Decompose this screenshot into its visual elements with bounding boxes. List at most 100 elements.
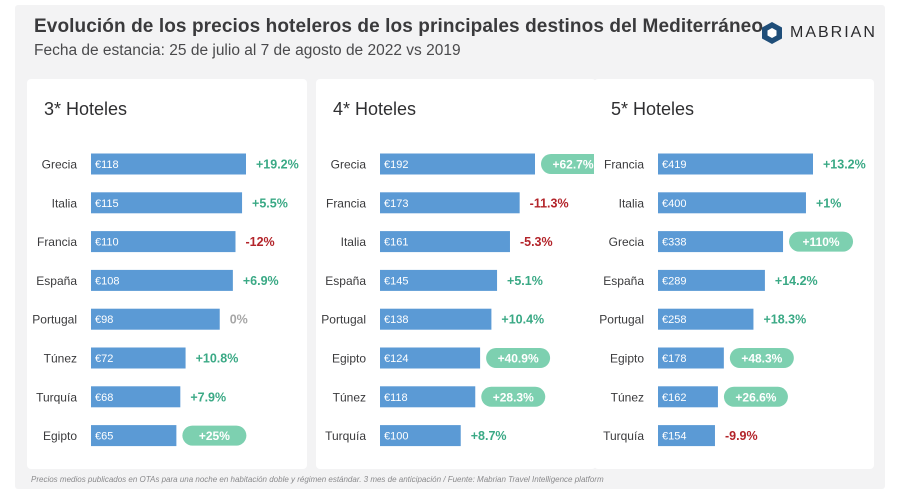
bar-portugal xyxy=(658,308,754,330)
value-label-grecia: €338 xyxy=(662,237,686,249)
change-pill-egipto xyxy=(486,348,551,368)
change-pill-egipto xyxy=(182,425,247,446)
bar-grecia xyxy=(380,153,535,175)
category-label-turquia: Turquía xyxy=(36,390,77,404)
panel-title-3-star: 3* Hoteles xyxy=(44,99,128,119)
value-label-espana: €289 xyxy=(662,275,686,287)
change-label-espana: +14.2% xyxy=(775,274,818,288)
panel-title-4-star: 4* Hoteles xyxy=(333,99,417,119)
value-label-tunez: €72 xyxy=(95,353,113,365)
bar-italia xyxy=(91,192,243,214)
change-label-egipto: +25% xyxy=(199,429,230,443)
change-label-francia: +13.2% xyxy=(823,158,866,172)
value-label-egipto: €178 xyxy=(662,353,686,365)
value-label-italia: €161 xyxy=(384,237,408,249)
change-label-francia: -12% xyxy=(245,235,274,249)
bar-tunez xyxy=(91,347,186,369)
change-label-grecia: +62.7% xyxy=(552,158,593,172)
bar-portugal xyxy=(91,308,220,330)
category-label-portugal: Portugal xyxy=(321,313,366,327)
change-label-portugal: 0% xyxy=(230,313,248,327)
bar-egipto xyxy=(91,425,177,447)
change-label-espana: +6.9% xyxy=(243,274,279,288)
bar-espana xyxy=(91,269,233,291)
change-label-egipto: +48.3% xyxy=(741,352,782,366)
value-label-portugal: €258 xyxy=(662,314,686,326)
change-pill-grecia xyxy=(541,154,596,174)
category-label-francia: Francia xyxy=(37,235,77,249)
category-label-egipto: Egipto xyxy=(43,429,77,443)
category-label-italia: Italia xyxy=(341,235,367,249)
change-label-portugal: +18.3% xyxy=(763,313,806,327)
bar-espana xyxy=(658,269,765,291)
category-label-espana: España xyxy=(325,274,366,288)
value-label-tunez: €162 xyxy=(662,392,686,404)
category-label-turquia: Turquía xyxy=(603,429,644,443)
value-label-egipto: €65 xyxy=(95,431,113,443)
bar-italia xyxy=(658,192,806,214)
value-label-turquia: €154 xyxy=(662,431,686,443)
value-label-espana: €145 xyxy=(384,275,408,287)
bar-tunez xyxy=(380,386,476,408)
value-label-turquia: €68 xyxy=(95,392,113,404)
change-label-turquia: -9.9% xyxy=(725,429,758,443)
value-label-grecia: €118 xyxy=(95,159,119,171)
category-label-grecia: Grecia xyxy=(609,235,645,249)
change-label-italia: +1% xyxy=(816,196,841,210)
bar-grecia xyxy=(658,231,784,253)
panel-3-star: 3* Hoteles Grecia €118 +19.2% Italia €115 +5.… xyxy=(27,79,307,469)
change-pill-tunez xyxy=(481,386,546,407)
value-label-espana: €108 xyxy=(95,275,119,287)
value-label-francia: €110 xyxy=(95,237,119,249)
change-label-portugal: +10.4% xyxy=(501,313,544,327)
bar-egipto xyxy=(380,347,481,369)
value-label-portugal: €138 xyxy=(384,314,408,326)
value-label-italia: €115 xyxy=(95,198,119,210)
change-pill-egipto xyxy=(729,348,794,368)
value-label-turquia: €100 xyxy=(384,431,408,443)
category-label-tunez: Túnez xyxy=(44,352,77,366)
value-label-italia: €400 xyxy=(662,198,686,210)
value-label-francia: €173 xyxy=(384,198,408,210)
bar-turquia xyxy=(380,425,461,447)
bar-egipto xyxy=(658,347,724,369)
value-label-portugal: €98 xyxy=(95,314,113,326)
category-label-portugal: Portugal xyxy=(599,313,644,327)
bar-espana xyxy=(380,269,498,291)
bar-francia xyxy=(91,231,236,253)
change-pill-tunez xyxy=(723,386,788,407)
change-label-italia: -5.3% xyxy=(520,235,553,249)
category-label-italia: Italia xyxy=(619,196,645,210)
category-label-egipto: Egipto xyxy=(610,352,644,366)
bar-turquia xyxy=(658,425,715,447)
change-label-turquia: +8.7% xyxy=(471,429,507,443)
chart-5-star-hotels: Francia €419 +13.2% Italia €400 +1% Grecia €338… xyxy=(599,153,866,447)
category-label-francia: Francia xyxy=(326,196,366,210)
logo-text: MABRIAN xyxy=(790,24,877,41)
bar-grecia xyxy=(91,153,246,175)
change-label-egipto: +40.9% xyxy=(498,352,539,366)
panel-title-5-star: 5* Hoteles xyxy=(611,99,695,119)
panel-4-star: 4* Hoteles Grecia €192 +62.7% Francia €173 -1… xyxy=(316,79,596,469)
chart-3-star-hotels: Grecia €118 +19.2% Italia €115 +5.5% Francia €1… xyxy=(32,153,299,447)
bar-francia xyxy=(658,153,813,175)
page-subtitle: Fecha de estancia: 25 de julio al 7 de a… xyxy=(34,42,461,59)
category-label-egipto: Egipto xyxy=(332,352,366,366)
chart-4-star-hotels: Grecia €192 +62.7% Francia €173 -11.3% Italia €… xyxy=(321,153,596,447)
bar-tunez xyxy=(658,386,718,408)
value-label-tunez: €118 xyxy=(384,392,408,404)
change-pill-grecia xyxy=(789,231,854,252)
value-label-francia: €419 xyxy=(662,159,686,171)
category-label-turquia: Turquía xyxy=(325,429,366,443)
change-label-grecia: +19.2% xyxy=(256,158,299,172)
category-label-espana: España xyxy=(603,274,644,288)
bar-turquia xyxy=(91,386,181,408)
category-label-espana: España xyxy=(36,274,77,288)
change-label-tunez: +10.8% xyxy=(196,352,239,366)
category-label-grecia: Grecia xyxy=(42,158,78,172)
panel-5-star: 5* Hoteles Francia €419 +13.2% Italia €400 +1… xyxy=(594,79,874,469)
category-label-tunez: Túnez xyxy=(333,390,366,404)
change-label-turquia: +7.9% xyxy=(190,390,226,404)
change-label-tunez: +26.6% xyxy=(735,390,776,404)
change-label-espana: +5.1% xyxy=(507,274,543,288)
